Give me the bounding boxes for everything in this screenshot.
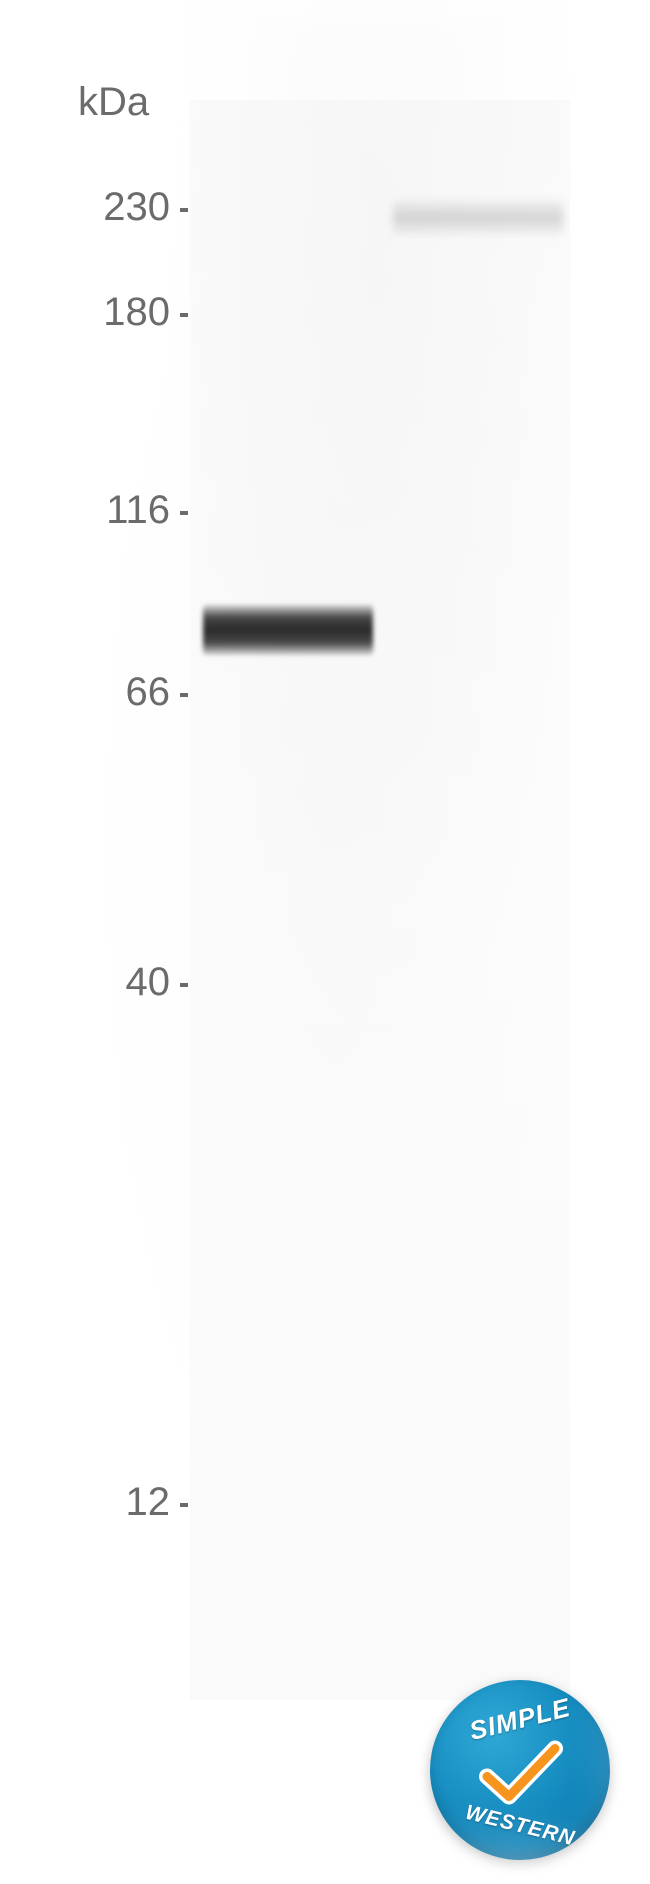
- marker-tick: [180, 983, 188, 987]
- marker-label-12: 12: [60, 1480, 170, 1525]
- marker-label-180: 180: [60, 290, 170, 335]
- marker-tick: [180, 511, 188, 515]
- marker-label-116: 116: [60, 488, 170, 533]
- marker-tick: [180, 1503, 188, 1507]
- western-blot-figure: kDa 230 180 116 66 40 12 SIMPLE WESTERN: [0, 0, 650, 1884]
- badge-circle: SIMPLE WESTERN: [430, 1680, 610, 1860]
- checkmark-icon: [475, 1739, 565, 1816]
- marker-tick: [180, 208, 188, 212]
- lane-2: [388, 100, 568, 1700]
- marker-tick: [180, 313, 188, 317]
- marker-label-40: 40: [60, 960, 170, 1005]
- marker-label-230: 230: [60, 185, 170, 230]
- unit-label: kDa: [78, 80, 149, 125]
- marker-tick: [180, 693, 188, 697]
- lane-1: [198, 100, 378, 1700]
- simple-western-badge: SIMPLE WESTERN: [430, 1680, 610, 1860]
- band-lane2-faint: [393, 200, 563, 235]
- band-lane1-primary: [203, 605, 373, 655]
- marker-label-66: 66: [60, 670, 170, 715]
